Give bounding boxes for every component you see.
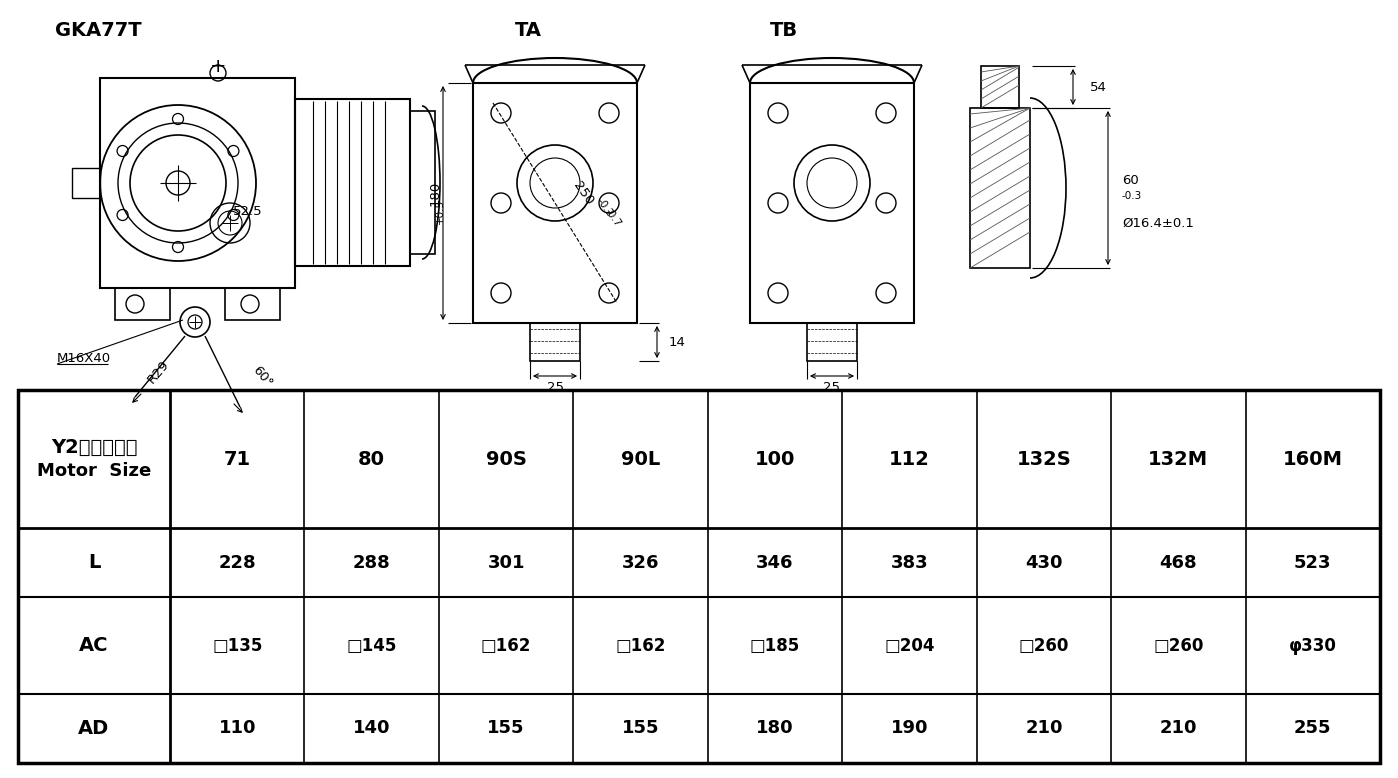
Text: 255: 255 [1295, 720, 1331, 738]
Text: □162: □162 [481, 636, 531, 654]
Text: 60: 60 [1123, 173, 1139, 187]
Text: AD: AD [78, 719, 109, 738]
Text: 160M: 160M [1283, 450, 1342, 468]
Text: 14: 14 [670, 335, 686, 349]
Text: 60°: 60° [250, 364, 275, 390]
Text: 180: 180 [429, 180, 442, 205]
Text: 80: 80 [358, 450, 386, 468]
Bar [749, 83, 914, 323]
Text: 110: 110 [218, 720, 256, 738]
Text: Y2电机机座号: Y2电机机座号 [50, 437, 137, 457]
Bar [115, 288, 171, 320]
Text: 250: 250 [570, 179, 596, 207]
Text: Motor  Size: Motor Size [36, 462, 151, 480]
Bar [73, 168, 101, 198]
Text: 301: 301 [488, 554, 524, 572]
Bar [970, 108, 1030, 268]
Text: -0.7: -0.7 [603, 207, 624, 230]
Text: TA: TA [514, 20, 542, 40]
Text: 140: 140 [352, 720, 390, 738]
Bar [981, 66, 1019, 108]
Text: 190: 190 [891, 720, 928, 738]
Text: φ330: φ330 [1289, 636, 1336, 654]
Text: -0.2: -0.2 [596, 197, 615, 219]
Text: 54: 54 [1090, 80, 1107, 93]
Text: 468: 468 [1159, 554, 1197, 572]
Text: 228: 228 [218, 554, 256, 572]
Text: 523: 523 [1295, 554, 1331, 572]
Text: +: + [210, 57, 226, 75]
Text: 112: 112 [889, 450, 930, 468]
Text: 180: 180 [756, 720, 794, 738]
Text: 210: 210 [1025, 720, 1062, 738]
Text: -0.3: -0.3 [1123, 191, 1142, 201]
Text: R29: R29 [145, 358, 172, 386]
Text: □260: □260 [1153, 636, 1204, 654]
Bar [18, 390, 1380, 763]
Bar [473, 83, 637, 323]
Bar [530, 323, 580, 361]
Text: 326: 326 [622, 554, 660, 572]
Text: 155: 155 [622, 720, 660, 738]
Text: □185: □185 [749, 636, 800, 654]
Text: +0.5: +0.5 [435, 198, 445, 223]
Text: 71: 71 [224, 450, 250, 468]
Text: 132S: 132S [1016, 450, 1071, 468]
Text: □260: □260 [1019, 636, 1069, 654]
Text: 25: 25 [823, 380, 840, 394]
Text: L: L [88, 553, 101, 572]
Bar [807, 323, 857, 361]
Text: 90L: 90L [621, 450, 660, 468]
Text: 383: 383 [891, 554, 928, 572]
Bar [295, 99, 410, 266]
Text: 155: 155 [488, 720, 524, 738]
Text: □135: □135 [212, 636, 263, 654]
Text: Ø16.4±0.1: Ø16.4±0.1 [1123, 216, 1194, 230]
Text: □162: □162 [615, 636, 665, 654]
Text: 132M: 132M [1148, 450, 1208, 468]
Text: GKA77T: GKA77T [55, 20, 141, 40]
Text: 288: 288 [352, 554, 390, 572]
Text: AC: AC [80, 636, 109, 655]
Text: □204: □204 [884, 636, 935, 654]
Text: TB: TB [770, 20, 798, 40]
Bar [225, 288, 280, 320]
Text: □145: □145 [347, 636, 397, 654]
Text: 210: 210 [1159, 720, 1197, 738]
Bar [101, 78, 295, 288]
Text: 52.5: 52.5 [233, 205, 263, 218]
Text: 90S: 90S [485, 450, 527, 468]
Text: 25: 25 [547, 380, 563, 394]
Text: 430: 430 [1025, 554, 1062, 572]
Bar [410, 111, 435, 254]
Text: 346: 346 [756, 554, 794, 572]
Text: 100: 100 [755, 450, 795, 468]
Text: M16X40: M16X40 [57, 352, 110, 365]
